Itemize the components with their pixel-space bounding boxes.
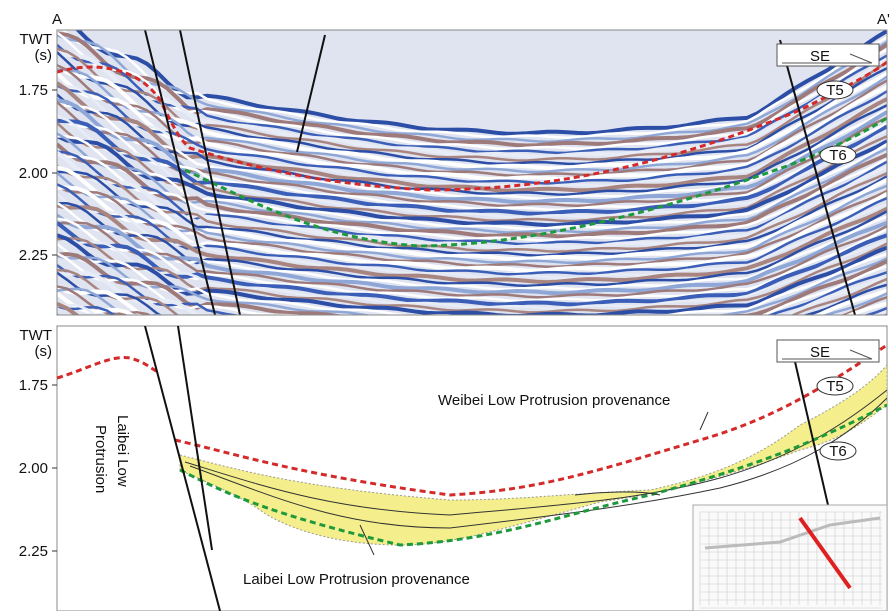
location-inset (693, 505, 887, 611)
direction: SE (810, 48, 830, 65)
tick-label: 2.25 (19, 543, 48, 560)
annotation: Weibei Low Protrusion provenance (438, 392, 670, 409)
horizon-label: T5 (826, 82, 844, 99)
tick-label: 1.75 (19, 82, 48, 99)
axis-title: TWT (20, 31, 52, 48)
tick-label: 2.25 (19, 247, 48, 264)
horizon-label: T6 (829, 147, 847, 164)
axis-title: TWT (20, 327, 52, 344)
figure: AA'TWT(s)1.752.002.25SET5T6TWT(s)1.752.0… (0, 0, 893, 611)
structure-label: Laibei Low (114, 415, 131, 487)
tick-label: 2.00 (19, 460, 48, 477)
annotation: Laibei Low Protrusion provenance (243, 571, 470, 588)
horizon-label: T5 (826, 378, 844, 395)
axis-title: (s) (35, 47, 53, 64)
structure-label: Protrusion (92, 425, 109, 493)
tick-label: 1.75 (19, 377, 48, 394)
axis-title: (s) (35, 343, 53, 360)
section-start: A (52, 11, 62, 28)
direction: SE (810, 344, 830, 361)
section-end: A' (877, 11, 890, 28)
tick-label: 2.00 (19, 165, 48, 182)
horizon-label: T6 (829, 443, 847, 460)
